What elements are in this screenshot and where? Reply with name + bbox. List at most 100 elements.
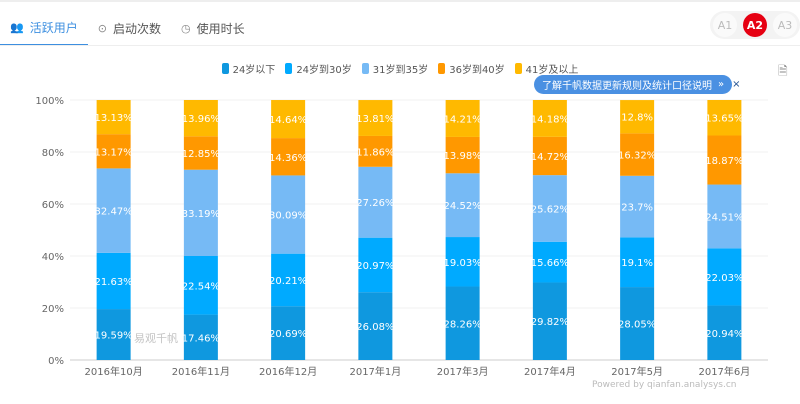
bar-segment[interactable]: [445, 136, 480, 174]
bar-segment[interactable]: [358, 292, 393, 360]
data-label: 14.18%: [531, 114, 569, 125]
legend-item[interactable]: 31岁到35岁: [361, 61, 428, 76]
document-icon[interactable]: 🗎: [778, 64, 788, 78]
data-label: 20.97%: [356, 261, 394, 272]
close-icon[interactable]: ×: [732, 79, 741, 90]
chart-legend: 24岁以下 24岁到30岁 31岁到35岁 36岁到40岁 41岁及以上: [0, 61, 800, 76]
data-label: 19.03%: [444, 258, 482, 269]
x-tick-label: 2017年6月: [698, 365, 750, 378]
data-label: 22.54%: [182, 281, 220, 292]
switch-a2[interactable]: A2: [743, 13, 767, 37]
bar-segment[interactable]: [358, 237, 393, 293]
legend-label: 41岁及以上: [525, 65, 579, 76]
data-label: 19.1%: [621, 258, 653, 269]
bar-segment[interactable]: [271, 253, 306, 307]
bar-segment[interactable]: [532, 100, 567, 137]
data-label: 20.69%: [269, 329, 307, 340]
legend-item[interactable]: 41岁及以上: [514, 61, 579, 76]
bar-segment[interactable]: [532, 241, 567, 283]
tab-label: 使用时长: [196, 21, 245, 36]
data-label: 32.47%: [95, 207, 133, 218]
y-tick-label: 0%: [48, 356, 64, 367]
data-label: 21.63%: [95, 277, 133, 288]
x-tick-label: 2017年5月: [611, 365, 663, 378]
tooltip-text: 了解千帆数据更新规则及统计口径说明: [542, 81, 712, 92]
x-tick-label: 2016年10月: [85, 365, 143, 378]
bar-segment[interactable]: [96, 168, 131, 253]
bar-segment[interactable]: [358, 100, 393, 136]
legend-item[interactable]: 24岁到30岁: [285, 61, 352, 76]
bar-segment[interactable]: [96, 309, 131, 360]
data-label: 27.26%: [356, 198, 394, 209]
bar-segment[interactable]: [620, 175, 655, 238]
legend-swatch: [361, 63, 369, 74]
tab-usage-time[interactable]: ◷ 使用时长: [171, 10, 255, 46]
bar-segment[interactable]: [271, 175, 306, 254]
tab-label: 活跃用户: [29, 20, 78, 35]
data-label: 14.64%: [269, 115, 307, 126]
clock-icon: ◷: [180, 21, 191, 35]
data-label: 30.09%: [269, 211, 307, 222]
bar-segment[interactable]: [358, 135, 393, 167]
bar-segment[interactable]: [532, 136, 567, 176]
bar-segment[interactable]: [445, 286, 480, 360]
data-label: 13.81%: [356, 114, 394, 125]
bar-segment[interactable]: [96, 100, 131, 135]
bar-segment[interactable]: [707, 248, 742, 306]
bar-segment[interactable]: [271, 138, 306, 176]
info-tooltip[interactable]: 了解千帆数据更新规则及统计口径说明 » ×: [534, 75, 741, 94]
bar-segment[interactable]: [707, 100, 742, 136]
data-label: 23.7%: [621, 203, 653, 214]
legend-item[interactable]: 36岁到40岁: [438, 61, 505, 76]
switch-a3[interactable]: A3: [773, 13, 797, 37]
divider: [0, 45, 800, 46]
data-label: 25.62%: [531, 204, 569, 215]
bar-segment[interactable]: [620, 287, 655, 360]
powered-by: Powered by qianfan.analysys.cn: [592, 380, 737, 390]
data-label: 13.65%: [705, 114, 743, 125]
legend-label: 24岁以下: [232, 65, 276, 76]
legend-swatch: [285, 63, 293, 74]
switch-a1[interactable]: A1: [713, 13, 737, 37]
bar-segment[interactable]: [183, 256, 218, 315]
y-tick-label: 40%: [42, 252, 64, 263]
data-label: 20.94%: [705, 329, 743, 340]
bar-segment[interactable]: [183, 314, 218, 360]
bar-segment[interactable]: [183, 136, 218, 170]
bar-segment[interactable]: [445, 237, 480, 287]
y-tick-label: 60%: [42, 200, 64, 211]
tab-label: 启动次数: [112, 21, 161, 36]
data-label: 14.36%: [269, 153, 307, 164]
bar-segment[interactable]: [271, 100, 306, 139]
y-tick-label: 20%: [42, 304, 64, 315]
bar-segment[interactable]: [707, 184, 742, 249]
bar-segment[interactable]: [271, 306, 306, 360]
bar-segment[interactable]: [620, 237, 655, 288]
legend-label: 24岁到30岁: [296, 65, 352, 76]
bar-segment[interactable]: [445, 100, 480, 137]
bar-segment[interactable]: [96, 134, 131, 169]
y-tick-label: 100%: [35, 96, 64, 107]
bar-segment[interactable]: [183, 100, 218, 137]
data-label: 13.98%: [444, 151, 482, 162]
x-tick-label: 2016年11月: [172, 365, 230, 378]
bar-segment[interactable]: [358, 166, 393, 238]
data-label: 13.13%: [95, 113, 133, 124]
bar-segment[interactable]: [532, 175, 567, 242]
watermark: 易观千帆: [134, 332, 178, 345]
bar-segment[interactable]: [707, 135, 742, 185]
bar-segment[interactable]: [620, 100, 655, 134]
x-tick-label: 2017年4月: [524, 365, 576, 378]
bar-segment[interactable]: [96, 252, 131, 310]
bar-segment[interactable]: [445, 173, 480, 238]
x-tick-label: 2017年3月: [437, 365, 489, 378]
data-label: 28.05%: [618, 320, 656, 331]
bar-segment[interactable]: [620, 133, 655, 176]
data-label: 24.51%: [705, 212, 743, 223]
bar-segment[interactable]: [183, 169, 218, 256]
legend-item[interactable]: 24岁以下: [221, 61, 276, 76]
data-label: 12.85%: [182, 149, 220, 160]
tab-launches[interactable]: ⊙ 启动次数: [88, 10, 171, 46]
bar-segment[interactable]: [707, 305, 742, 360]
bar-segment[interactable]: [532, 282, 567, 360]
